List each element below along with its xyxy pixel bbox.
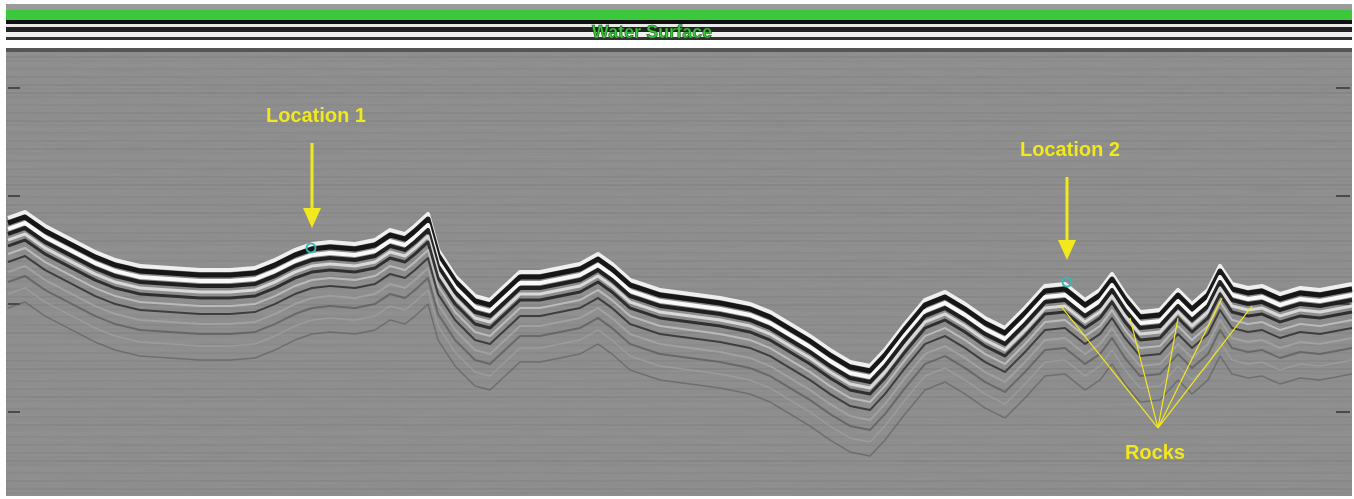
location-1-label: Location 1 bbox=[266, 105, 366, 127]
rocks-pointer-lines bbox=[1059, 297, 1253, 429]
riverbed-reflector bbox=[7, 210, 1353, 457]
location-2-annotation: Location 2 bbox=[1020, 139, 1120, 288]
reflector-layer bbox=[7, 255, 1353, 411]
reflector-layer bbox=[7, 210, 1353, 368]
horizontal-banding bbox=[6, 56, 1352, 494]
reflector-layer bbox=[7, 232, 1353, 390]
location-2-marker bbox=[1061, 276, 1073, 288]
reflector-layer bbox=[7, 247, 1353, 403]
location-1-marker bbox=[305, 242, 317, 254]
location-1-annotation: Location 1 bbox=[266, 105, 366, 254]
reflector-layer bbox=[7, 265, 1353, 421]
location-2-label: Location 2 bbox=[1020, 139, 1120, 161]
reflector-layer bbox=[7, 301, 1353, 457]
water-surface-band bbox=[6, 4, 1352, 52]
reflector-layer bbox=[7, 287, 1353, 443]
down-arrow-icon bbox=[1058, 240, 1076, 260]
reflector-layer bbox=[7, 214, 1353, 374]
reflector-layer bbox=[7, 221, 1353, 379]
down-arrow-icon bbox=[303, 208, 321, 228]
water-surface-label: Water Surface bbox=[592, 22, 712, 42]
rocks-label: Rocks bbox=[1125, 442, 1185, 464]
radargram-texture bbox=[6, 4, 1352, 496]
reflector-layer bbox=[7, 238, 1353, 396]
reflector-layer bbox=[7, 226, 1353, 384]
depth-ticks bbox=[8, 87, 1350, 413]
reflector-layer bbox=[7, 275, 1353, 431]
